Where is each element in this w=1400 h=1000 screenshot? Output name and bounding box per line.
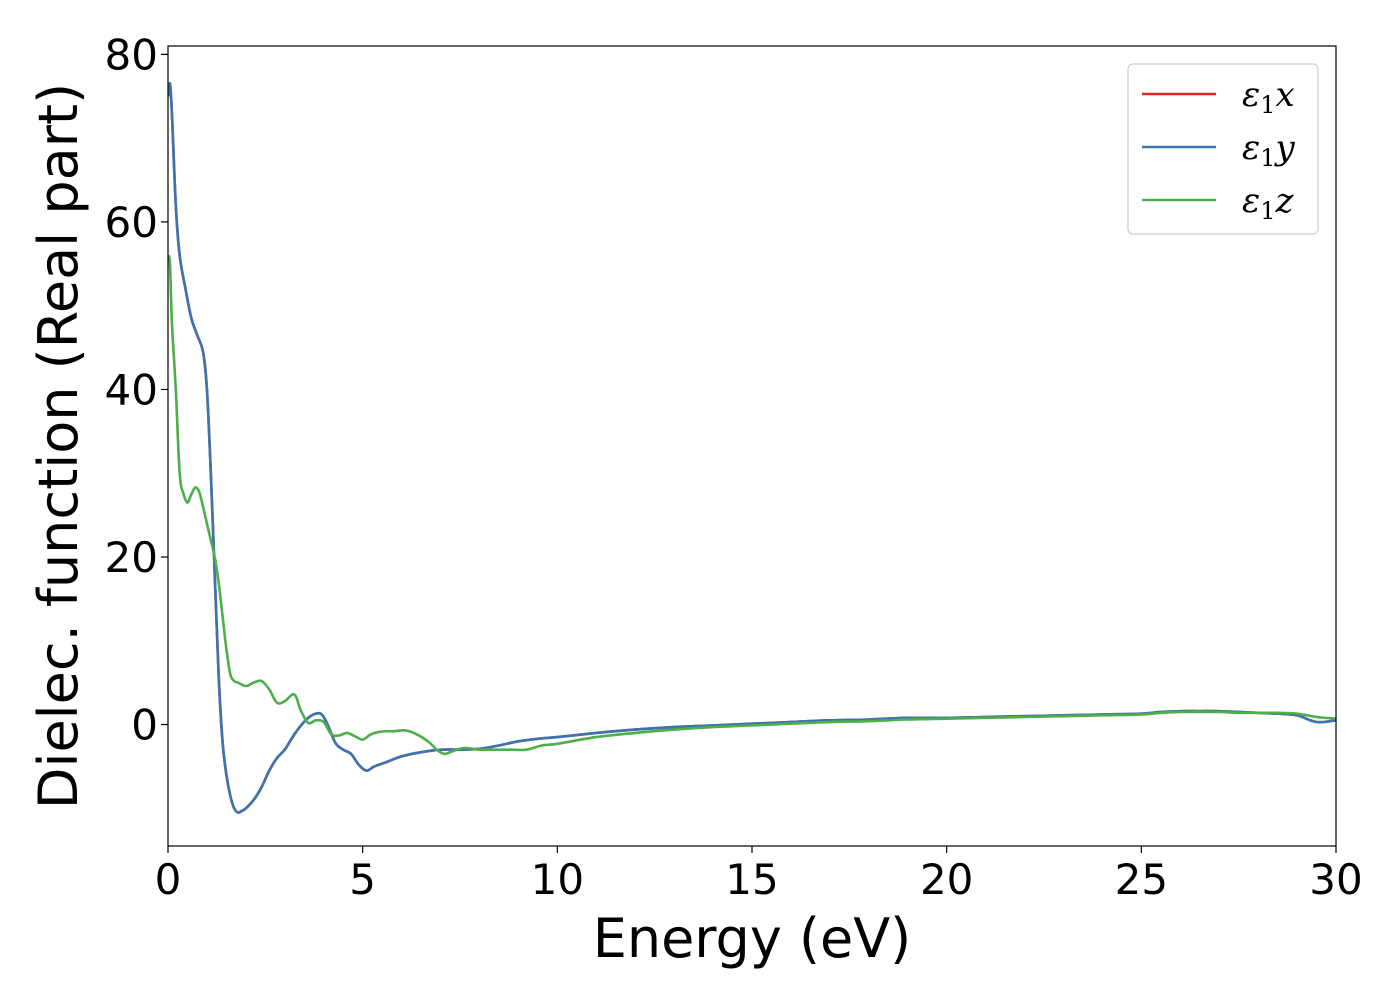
- x-tick-label: 20: [920, 855, 973, 904]
- series-layer: [168, 82, 1336, 814]
- x-tick-label: 30: [1309, 855, 1362, 904]
- legend-entry-y: ε1y: [1142, 128, 1296, 172]
- x-tick-label: 0: [155, 855, 182, 904]
- legend-label: ε1z: [1242, 181, 1295, 225]
- y-axis-label: Dielec. function (Real part): [27, 83, 90, 809]
- legend: ε1x ε1y ε1z: [1127, 63, 1319, 235]
- y-tick-label: 40: [105, 365, 158, 414]
- x-axis-ticks: 0 5 10 15 20 25 30: [155, 846, 1363, 904]
- y-tick-label: 0: [131, 701, 158, 750]
- legend-entry-z: ε1z: [1142, 181, 1295, 225]
- x-tick-label: 5: [349, 855, 376, 904]
- legend-label: ε1x: [1242, 75, 1295, 119]
- legend-box: [1127, 63, 1319, 235]
- y-tick-label: 80: [105, 30, 158, 79]
- x-tick-label: 25: [1115, 855, 1168, 904]
- x-tick-label: 10: [531, 855, 584, 904]
- series-line-z: [168, 254, 1336, 756]
- y-tick-label: 20: [105, 533, 158, 582]
- legend-label: ε1y: [1242, 128, 1296, 172]
- y-axis-ticks: 0 20 40 60 80: [105, 30, 168, 750]
- legend-entry-x: ε1x: [1142, 75, 1295, 119]
- x-tick-label: 15: [725, 855, 778, 904]
- x-axis-label: Energy (eV): [593, 907, 912, 970]
- y-tick-label: 60: [105, 198, 158, 247]
